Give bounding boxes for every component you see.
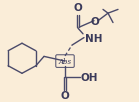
Text: OH: OH bbox=[81, 73, 99, 83]
Text: Abs: Abs bbox=[58, 58, 72, 66]
Text: O: O bbox=[91, 17, 99, 27]
Text: NH: NH bbox=[85, 34, 102, 44]
Text: O: O bbox=[61, 91, 69, 101]
FancyBboxPatch shape bbox=[56, 55, 74, 67]
Text: O: O bbox=[74, 3, 82, 13]
